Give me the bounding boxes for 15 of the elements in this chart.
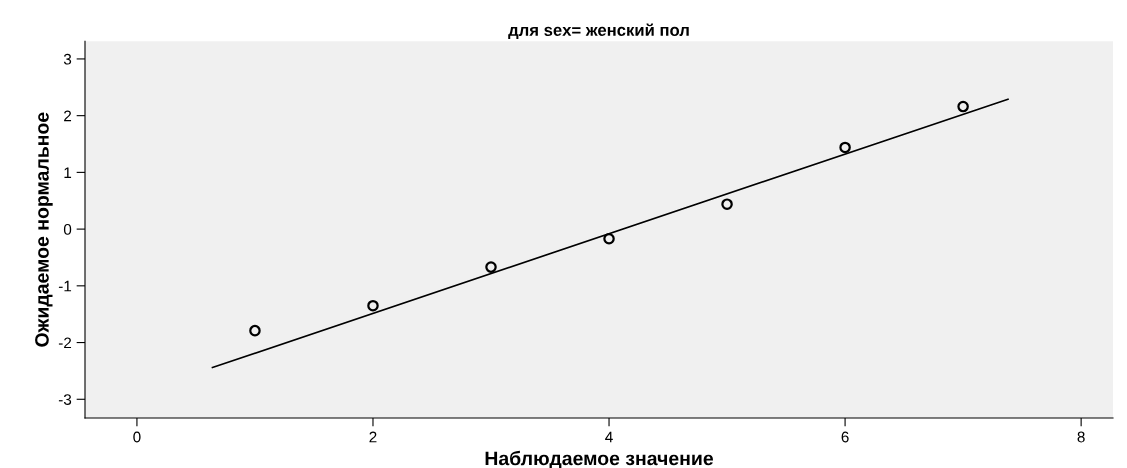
x-tick-label: 2 [369, 431, 377, 443]
x-axis-title: Наблюдаемое значение [485, 450, 714, 468]
x-tick-label: 4 [605, 431, 613, 443]
y-tick-label: 3 [63, 53, 72, 65]
x-tick-label: 0 [133, 431, 141, 443]
x-tick-label: 8 [1077, 431, 1085, 443]
y-axis-title: Ожидаемое нормальное [35, 112, 53, 347]
y-tick-label: 0 [63, 223, 72, 235]
y-tick-label: -1 [58, 280, 72, 292]
chart-title: для sex= женский пол [508, 23, 689, 40]
y-tick-label: -3 [58, 394, 72, 405]
y-tick-label: 1 [64, 167, 72, 178]
y-tick-label: 2 [64, 110, 72, 122]
x-tick-label: 6 [841, 431, 849, 443]
y-tick-label: -2 [58, 337, 72, 349]
